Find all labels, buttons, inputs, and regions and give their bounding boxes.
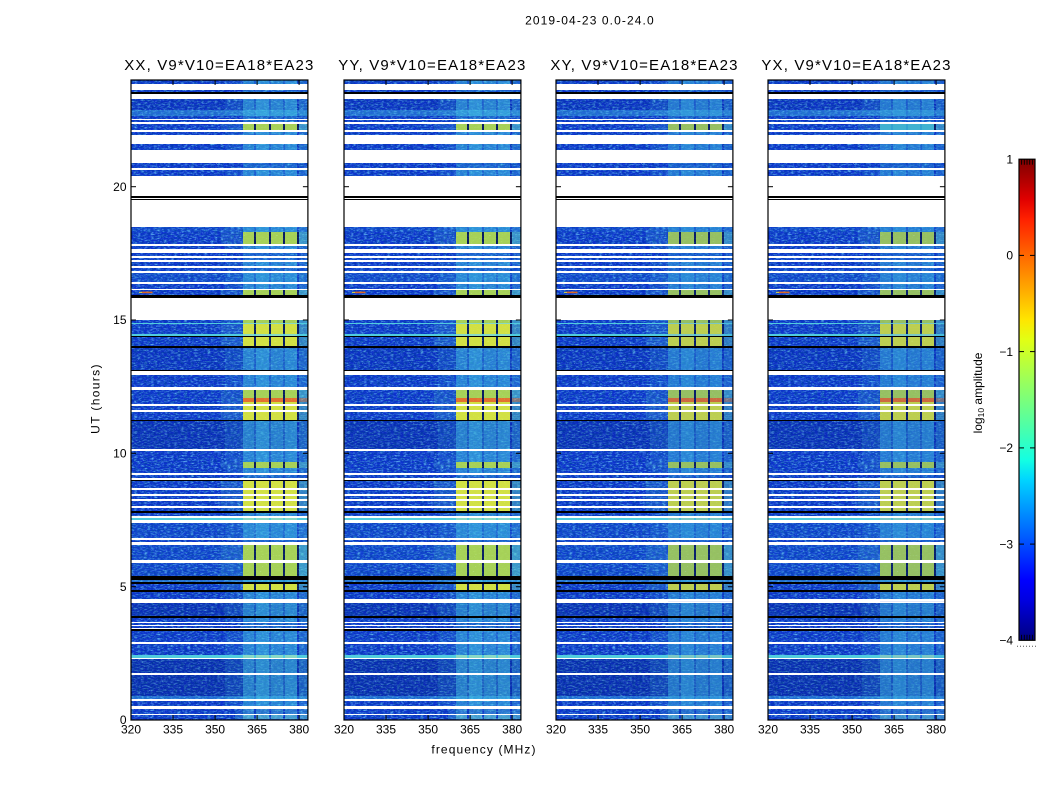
svg-text:335: 335 bbox=[588, 723, 608, 737]
svg-text:320: 320 bbox=[121, 723, 141, 737]
svg-text:365: 365 bbox=[460, 723, 480, 737]
svg-text:−3: −3 bbox=[999, 537, 1013, 551]
svg-text:350: 350 bbox=[842, 723, 862, 737]
svg-text:10: 10 bbox=[113, 447, 127, 461]
svg-text:335: 335 bbox=[800, 723, 820, 737]
svg-text:XY, V9*V10=EA18*EA23: XY, V9*V10=EA18*EA23 bbox=[550, 57, 738, 74]
svg-text:365: 365 bbox=[247, 723, 267, 737]
svg-text:YY, V9*V10=EA18*EA23: YY, V9*V10=EA18*EA23 bbox=[338, 57, 526, 74]
svg-text:0: 0 bbox=[1006, 249, 1013, 263]
svg-text:350: 350 bbox=[205, 723, 225, 737]
svg-text:YX, V9*V10=EA18*EA23: YX, V9*V10=EA18*EA23 bbox=[761, 57, 951, 74]
svg-text:log10 amplitude: log10 amplitude bbox=[971, 352, 986, 433]
svg-text:320: 320 bbox=[546, 723, 566, 737]
svg-text:380: 380 bbox=[926, 723, 946, 737]
svg-text:frequency (MHz): frequency (MHz) bbox=[431, 743, 536, 757]
svg-text:1: 1 bbox=[1006, 152, 1013, 166]
svg-text:380: 380 bbox=[714, 723, 734, 737]
svg-text:365: 365 bbox=[884, 723, 904, 737]
svg-text:335: 335 bbox=[376, 723, 396, 737]
svg-text:−1: −1 bbox=[999, 345, 1013, 359]
svg-text:320: 320 bbox=[758, 723, 778, 737]
svg-text:350: 350 bbox=[418, 723, 438, 737]
svg-text:350: 350 bbox=[630, 723, 650, 737]
svg-text:380: 380 bbox=[289, 723, 309, 737]
svg-text:335: 335 bbox=[163, 723, 183, 737]
svg-text:−4: −4 bbox=[999, 634, 1013, 648]
svg-text:15: 15 bbox=[113, 313, 127, 327]
svg-text:20: 20 bbox=[113, 180, 127, 194]
svg-text:5: 5 bbox=[120, 580, 127, 594]
svg-text:320: 320 bbox=[334, 723, 354, 737]
svg-text:2019-04-23 0.0-24.0: 2019-04-23 0.0-24.0 bbox=[525, 14, 655, 28]
svg-text:−2: −2 bbox=[999, 441, 1013, 455]
svg-text:XX, V9*V10=EA18*EA23: XX, V9*V10=EA18*EA23 bbox=[124, 57, 314, 74]
svg-text:UT (hours): UT (hours) bbox=[89, 363, 103, 434]
svg-text:0: 0 bbox=[120, 713, 127, 727]
svg-text:380: 380 bbox=[502, 723, 522, 737]
svg-text:365: 365 bbox=[672, 723, 692, 737]
